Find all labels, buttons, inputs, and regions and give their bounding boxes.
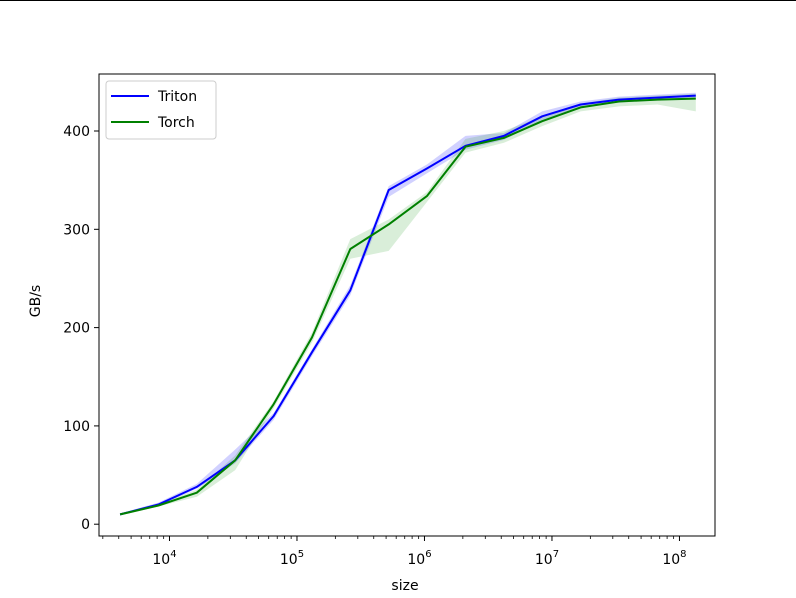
y-tick-label: 0 [81, 517, 90, 533]
series-line-triton [119, 94, 696, 516]
band-triton [120, 92, 696, 516]
band-torch [120, 93, 696, 516]
y-axis-label: GB/s [28, 285, 44, 317]
x-tick-label: 105 [280, 549, 304, 568]
x-tick-label: 107 [535, 549, 559, 568]
legend-label-torch: Torch [157, 115, 195, 131]
x-tick-label: 106 [407, 549, 431, 568]
y-tick-label: 300 [63, 222, 90, 238]
series-line-torch [119, 97, 696, 516]
x-tick-label: 104 [152, 549, 176, 568]
series-lines [119, 94, 696, 516]
x-tick-label: 108 [662, 549, 686, 568]
legend-label-triton: Triton [157, 89, 197, 105]
y-tick-label: 100 [63, 419, 90, 435]
confidence-bands [120, 92, 696, 516]
top-border-line [0, 0, 796, 1]
y-tick-label: 200 [63, 321, 90, 337]
y-tick-label: 400 [63, 124, 90, 140]
plot-frame [98, 73, 716, 537]
axes: 0 100 200 300 400 104 105 106 107 108 [63, 73, 716, 568]
x-axis-label: size [391, 578, 418, 594]
legend: Triton Torch [105, 80, 217, 140]
